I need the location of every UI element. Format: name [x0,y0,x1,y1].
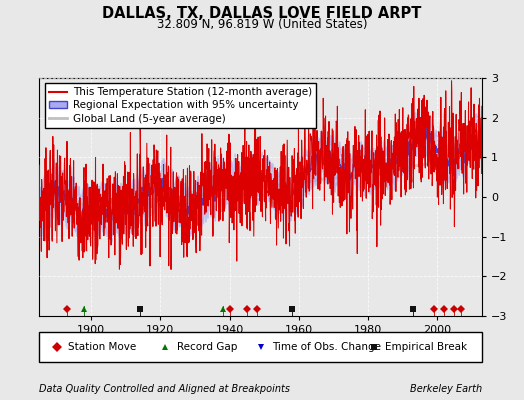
Text: Record Gap: Record Gap [177,342,237,352]
Text: Empirical Break: Empirical Break [385,342,467,352]
Text: Station Move: Station Move [68,342,136,352]
Text: Time of Obs. Change: Time of Obs. Change [272,342,381,352]
FancyBboxPatch shape [39,332,482,362]
Text: 32.809 N, 96.819 W (United States): 32.809 N, 96.819 W (United States) [157,18,367,31]
Text: Data Quality Controlled and Aligned at Breakpoints: Data Quality Controlled and Aligned at B… [39,384,290,394]
Text: DALLAS, TX, DALLAS LOVE FIELD ARPT: DALLAS, TX, DALLAS LOVE FIELD ARPT [102,6,422,21]
Legend: This Temperature Station (12-month average), Regional Expectation with 95% uncer: This Temperature Station (12-month avera… [45,83,316,128]
Text: Berkeley Earth: Berkeley Earth [410,384,482,394]
